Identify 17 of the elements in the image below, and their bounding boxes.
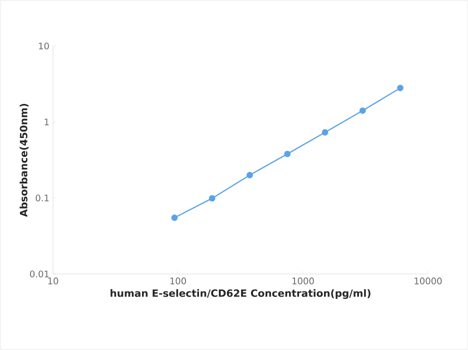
x-tick-label: 10 [48, 278, 58, 284]
y-tick-label: 10 [39, 42, 49, 50]
point [284, 150, 291, 158]
x-tick-label: 1000 [292, 278, 314, 284]
y-tick-label: 1 [44, 118, 49, 126]
point [246, 172, 253, 178]
y-tick-label: 0.1 [36, 194, 49, 202]
point [359, 107, 366, 114]
x-tick-label: 10000 [414, 278, 442, 284]
x-tick-label: 100 [170, 278, 186, 284]
y-tick-label: 0.01 [30, 270, 49, 278]
point [322, 129, 328, 136]
y-axis-title: Absorbance(450nm) [20, 104, 29, 217]
x-axis-title: human E-selectin/CD62E Concentration(pg/ml) [110, 289, 370, 299]
point [397, 84, 404, 92]
point [208, 195, 216, 202]
point [171, 214, 178, 221]
